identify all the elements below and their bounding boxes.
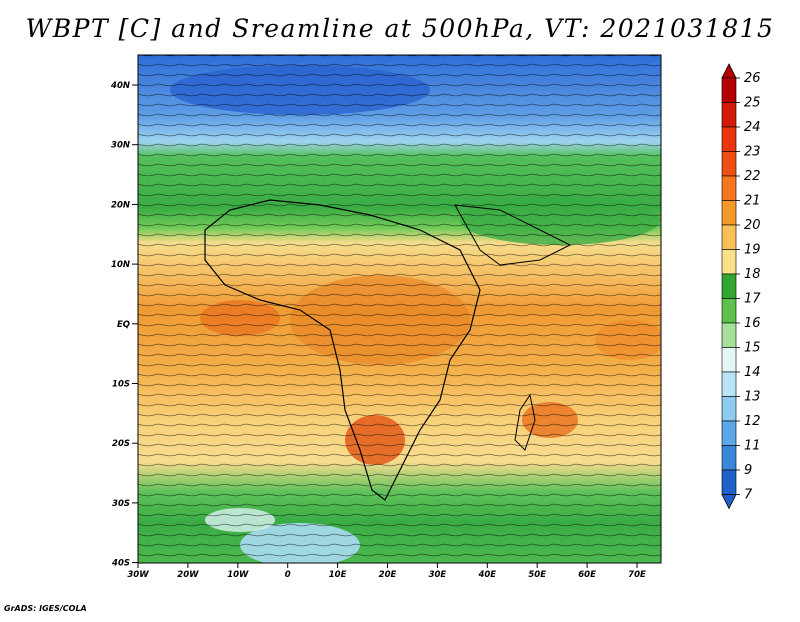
colorbar-segment [721, 151, 737, 177]
colorbar-label: 11 [744, 439, 761, 454]
grads-credit: GrADS: IGES/COLA [4, 604, 87, 613]
lon-tick-label: 30E [429, 570, 447, 580]
colorbar-segment [721, 126, 737, 152]
colorbar-label: 20 [744, 218, 761, 233]
lon-tick-label: 60E [578, 570, 596, 580]
lon-tick-label: 10E [329, 570, 347, 580]
colorbar-segment [721, 469, 737, 495]
colorbar-segment [721, 322, 737, 348]
lat-tick-label: 40S [111, 559, 130, 569]
coastline-madagascar [514, 393, 536, 451]
colorbar-label: 14 [744, 365, 761, 380]
colorbar-segment [721, 347, 737, 373]
colorbar-label: 17 [744, 292, 761, 307]
map-frame [137, 54, 662, 564]
colorbar-bottom-arrow [721, 494, 737, 510]
coastline-africa [204, 199, 481, 501]
colorbar-label: 19 [744, 243, 761, 258]
colorbar-segment [721, 420, 737, 446]
lon-tick-label: 10W [227, 570, 249, 580]
lat-tick-label: 20N [111, 200, 130, 210]
lon-tick-label: 30W [127, 570, 149, 580]
colorbar-label: 18 [744, 267, 761, 282]
colorbar-label: 16 [744, 316, 761, 331]
colorbar-label: 13 [744, 390, 761, 405]
lon-tick-label: 70E [628, 570, 646, 580]
lat-tick-label: 10S [112, 380, 130, 390]
lon-tick-label: 20W [177, 570, 199, 580]
colorbar-label: 25 [744, 96, 761, 111]
colorbar-segment [721, 298, 737, 324]
colorbar-segment [721, 77, 737, 103]
lon-tick-label: 0 [285, 570, 291, 580]
colorbar-segment [721, 175, 737, 201]
colorbar-label: 23 [744, 145, 761, 160]
colorbar: 26 25 24 23 22 21 20 19 18 17 16 15 14 13 12 11 9 7 [721, 63, 761, 510]
lat-tick-label: 10N [111, 260, 130, 270]
colorbar-label: 15 [744, 341, 761, 356]
chart-title: WBPT [C] and Sreamline at 500hPa, VT: 20… [25, 14, 775, 43]
colorbar-segment [721, 102, 737, 128]
colorbar-segment [721, 445, 737, 471]
lat-tick-label: 40N [110, 81, 130, 91]
lat-tick-label: 30S [112, 499, 130, 509]
colorbar-label: 12 [744, 414, 761, 429]
colorbar-segment [721, 249, 737, 275]
longitude-axis: 30W 20W 10W 0 10E 20E 30E 40E 50E 60E 70E [127, 563, 646, 580]
colorbar-label: 26 [744, 71, 761, 86]
colorbar-label: 7 [744, 488, 753, 503]
colorbar-segment [721, 200, 737, 226]
colorbar-segment [721, 371, 737, 397]
colorbar-label: 9 [744, 463, 752, 478]
lon-tick-label: 40E [477, 570, 496, 580]
colorbar-segment [721, 273, 737, 299]
colorbar-top-arrow [721, 63, 737, 79]
map-field [138, 55, 661, 563]
lon-tick-label: 50E [528, 570, 546, 580]
colorbar-label: 22 [744, 169, 761, 184]
coastline-arabia [454, 204, 572, 266]
lat-tick-label: EQ [117, 320, 130, 330]
colorbar-label: 21 [744, 194, 761, 209]
latitude-axis: 40N 30N 20N 10N EQ 10S 20S 30S 40S [110, 81, 138, 569]
lon-tick-label: 20E [379, 570, 397, 580]
colorbar-segment [721, 224, 737, 250]
lat-tick-label: 30N [111, 141, 130, 151]
streamlines [138, 55, 661, 563]
colorbar-segment [721, 396, 737, 422]
colorbar-label: 24 [744, 120, 761, 135]
lat-tick-label: 20S [112, 439, 130, 449]
